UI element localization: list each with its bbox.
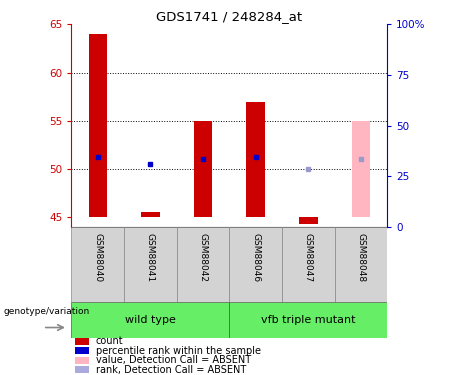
Bar (141, 212, 160, 217)
Bar (282, 227, 335, 302)
Bar (247, 102, 265, 217)
Title: GDS1741 / 248284_at: GDS1741 / 248284_at (156, 10, 302, 23)
Bar (299, 217, 318, 224)
Text: GSM88042: GSM88042 (199, 233, 207, 282)
Bar (177, 227, 229, 302)
Text: rank, Detection Call = ABSENT: rank, Detection Call = ABSENT (96, 364, 246, 375)
Bar (124, 227, 177, 302)
Bar (75, 366, 89, 373)
Bar (194, 121, 212, 217)
Bar (71, 227, 124, 302)
Bar (229, 227, 282, 302)
Text: GSM88040: GSM88040 (93, 233, 102, 282)
Text: GSM88041: GSM88041 (146, 233, 155, 282)
Bar (75, 347, 89, 354)
Bar (89, 34, 107, 217)
Text: wild type: wild type (125, 315, 176, 325)
Text: percentile rank within the sample: percentile rank within the sample (96, 346, 261, 356)
Text: GSM88048: GSM88048 (356, 233, 366, 282)
Text: GSM88046: GSM88046 (251, 233, 260, 282)
Bar (75, 338, 89, 345)
Bar (352, 121, 370, 217)
Text: count: count (96, 336, 124, 346)
Text: genotype/variation: genotype/variation (4, 308, 90, 316)
Text: vfb triple mutant: vfb triple mutant (261, 315, 355, 325)
Text: value, Detection Call = ABSENT: value, Detection Call = ABSENT (96, 355, 251, 365)
Bar (229, 302, 387, 338)
Bar (335, 227, 387, 302)
Bar (75, 357, 89, 364)
Bar (71, 302, 229, 338)
Text: GSM88047: GSM88047 (304, 233, 313, 282)
